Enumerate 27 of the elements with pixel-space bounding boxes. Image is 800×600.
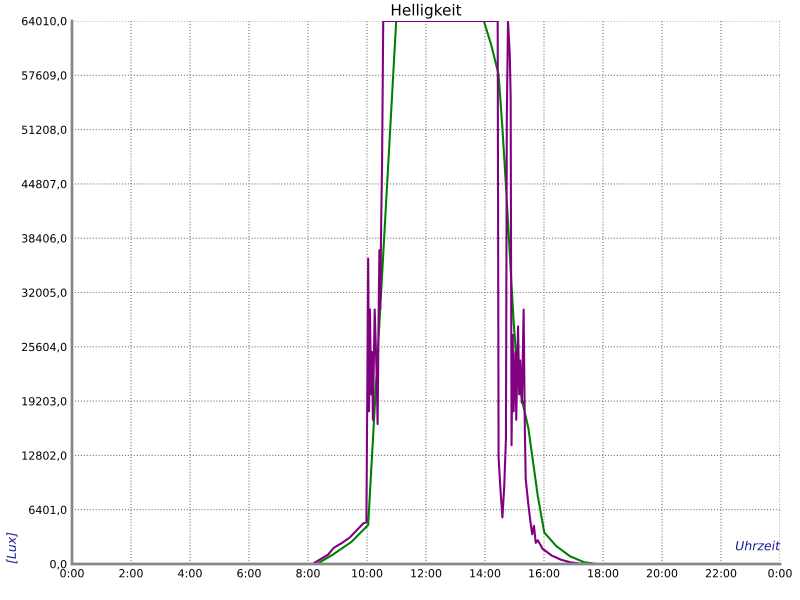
y-axis-title: [Lux]	[6, 532, 18, 564]
x-tick-label: 20:00	[646, 569, 678, 578]
y-tick-label: 0,0	[50, 560, 66, 570]
x-tick-label: 12:00	[411, 569, 442, 578]
x-tick-label: 0:00	[768, 569, 792, 578]
x-tick-label: 18:00	[588, 569, 618, 578]
y-tick-label: 19203,0	[22, 397, 66, 407]
x-tick-label: 2:00	[119, 569, 143, 578]
y-tick-label: 38406,0	[22, 234, 66, 244]
x-tick-label: 4:00	[178, 569, 202, 578]
y-tick-label: 6401,0	[29, 506, 66, 516]
x-tick-label: 6:00	[237, 569, 261, 578]
x-tick-label: 16:00	[529, 569, 560, 578]
chart-title: Helligkeit	[392, 4, 462, 19]
y-tick-label: 32005,0	[22, 288, 66, 298]
y-tick-label: 57609,0	[22, 71, 66, 81]
x-tick-label: 8:00	[296, 569, 320, 578]
x-tick-label: 22:00	[706, 569, 736, 578]
y-tick-label: 25604,0	[22, 342, 66, 352]
y-tick-label: 12802,0	[22, 451, 66, 461]
x-tick-label: 14:00	[470, 569, 500, 578]
x-axis-title: Uhrzeit	[736, 540, 780, 550]
x-tick-label: 10:00	[352, 569, 382, 578]
y-tick-label: 64010,0	[22, 16, 66, 27]
x-tick-label: 0:00	[60, 569, 84, 578]
y-tick-label: 51208,0	[22, 126, 66, 136]
y-tick-label: 44807,0	[22, 180, 66, 190]
